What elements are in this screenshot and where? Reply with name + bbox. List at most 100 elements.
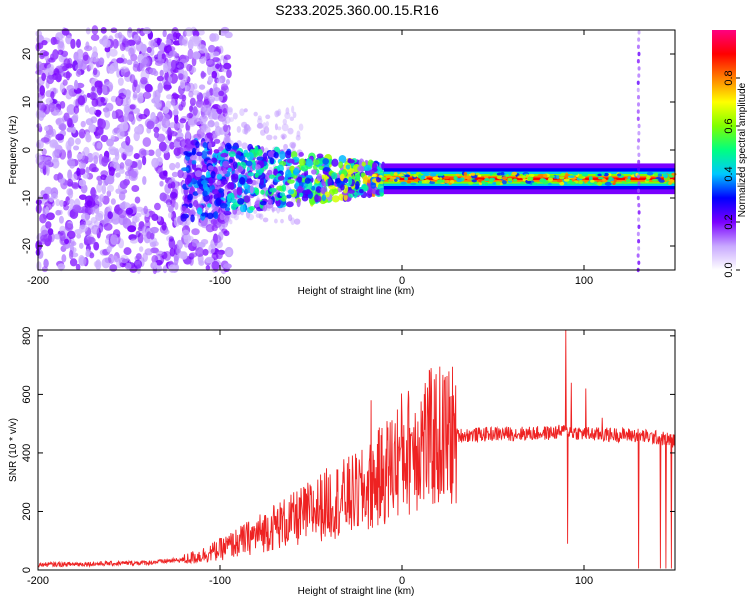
spectral-blob — [331, 172, 338, 180]
spectral-blob — [98, 222, 104, 233]
spectral-blob — [207, 203, 212, 208]
spectral-blob — [84, 220, 93, 226]
spectrogram-y-label: Frequency (Hz) — [8, 116, 19, 185]
spectral-blob — [285, 169, 292, 178]
spectral-blob — [97, 179, 103, 186]
spectral-blob — [135, 230, 141, 238]
spectral-blob — [424, 179, 431, 184]
colorbar-tick-label: 0.2 — [723, 214, 735, 229]
spectral-blob — [215, 197, 222, 206]
spectral-blob — [123, 247, 132, 255]
spectral-blob — [51, 142, 59, 148]
spectral-blob — [188, 209, 196, 217]
spectral-blob — [256, 156, 265, 161]
colorbar-label: Normalized spectral amplitude — [737, 82, 748, 217]
spectral-blob — [230, 173, 239, 180]
spectral-blob — [76, 233, 82, 239]
spectral-blob — [88, 58, 93, 70]
spectral-blob — [345, 164, 351, 170]
spectral-blob — [153, 102, 162, 108]
spectral-blob — [269, 157, 275, 165]
spectral-blob — [100, 96, 106, 103]
spectral-blob — [168, 264, 176, 273]
spectral-blob — [143, 205, 148, 215]
spectral-blob — [348, 176, 353, 186]
spectral-blob — [107, 205, 113, 213]
spectral-blob — [227, 167, 232, 172]
spectral-blob — [101, 84, 108, 95]
spectral-blob — [40, 238, 47, 245]
spectral-blob — [42, 193, 50, 200]
spectral-blob — [64, 223, 74, 232]
spectral-blob — [86, 200, 93, 207]
spectral-blob — [167, 212, 173, 219]
y-tick-label: 400 — [21, 444, 33, 462]
spectral-blob — [35, 203, 42, 214]
spectral-blob — [621, 180, 626, 184]
spectral-blob — [63, 204, 70, 211]
spectral-blob — [72, 113, 79, 122]
spectral-blob — [271, 207, 275, 213]
spectral-blob — [63, 112, 70, 122]
spectral-blob — [224, 142, 232, 152]
spectral-blob — [148, 237, 158, 245]
spectral-blob — [170, 98, 176, 107]
spectral-blob — [191, 35, 200, 47]
spectral-blob — [196, 241, 206, 249]
spectral-blob — [223, 124, 228, 132]
spectral-blob — [343, 193, 348, 201]
spectral-blob — [93, 260, 101, 268]
spectral-blob — [176, 246, 181, 255]
spectral-blob — [198, 154, 203, 163]
spectral-blob — [201, 164, 208, 173]
spectral-blob — [173, 113, 179, 124]
spectral-blob — [371, 173, 377, 178]
spectral-blob — [413, 174, 417, 178]
spectral-blob — [156, 111, 164, 122]
spectral-blob — [178, 94, 186, 100]
spectral-blob — [118, 168, 125, 174]
spectral-blob — [230, 198, 237, 204]
spectral-blob — [246, 160, 253, 167]
spectral-blob — [231, 145, 238, 150]
spectral-blob — [201, 150, 207, 160]
spectral-blob — [588, 176, 593, 181]
colorbar-ticks: 0.0 0.2 0.4 0.6 0.8 — [723, 70, 740, 278]
spectral-blob — [142, 137, 152, 147]
spectral-blob — [169, 131, 178, 137]
spectral-blob — [156, 75, 164, 82]
spectral-blob — [410, 182, 417, 186]
spectral-blob — [343, 177, 349, 184]
x-tick-label: -100 — [209, 275, 231, 287]
spectral-blob — [254, 172, 259, 178]
spectral-blob — [191, 115, 197, 121]
spectral-blob — [636, 102, 640, 107]
spectral-blob — [95, 212, 104, 222]
spectral-blob — [186, 112, 194, 119]
spectral-blob — [237, 165, 243, 173]
snr-series-line — [37, 329, 676, 569]
spectral-blob — [192, 51, 201, 60]
spectral-blob — [63, 58, 71, 68]
spectral-blob — [254, 188, 260, 196]
spectral-blob — [501, 180, 507, 185]
spectral-blob — [131, 184, 140, 192]
spectral-blob — [262, 122, 267, 131]
spectral-blob — [363, 164, 372, 171]
spectral-blob — [67, 169, 73, 181]
spectral-blob — [389, 179, 394, 182]
spectral-blob — [103, 223, 113, 231]
spectral-blob — [191, 150, 196, 156]
spectral-blob — [593, 181, 598, 185]
spectral-blob — [52, 150, 58, 159]
spectral-blob — [657, 173, 663, 177]
spectral-blob — [75, 69, 82, 77]
spectral-blob — [80, 120, 86, 128]
spectral-blob — [221, 178, 228, 185]
spectral-blob — [208, 177, 214, 186]
spectral-blob — [101, 184, 107, 195]
spectral-blob — [112, 157, 119, 165]
spectral-blob — [128, 47, 135, 57]
spectral-blob — [275, 199, 281, 207]
spectral-blob — [556, 179, 563, 183]
